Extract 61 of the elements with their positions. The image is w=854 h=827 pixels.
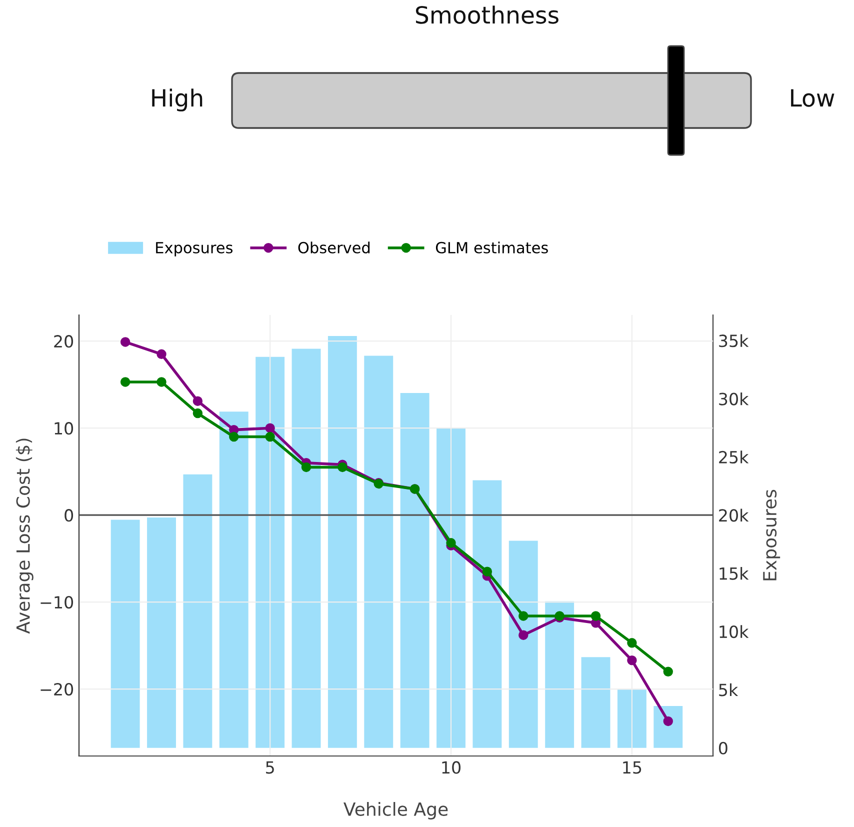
bar xyxy=(508,540,538,748)
y-tick-label: −10 xyxy=(40,596,74,609)
y-tick-label: 0 xyxy=(64,509,74,522)
x-tick-label: 15 xyxy=(623,761,642,774)
legend-label: GLM estimates xyxy=(436,242,548,254)
bar xyxy=(256,356,285,748)
point xyxy=(627,638,637,648)
bar xyxy=(110,520,140,748)
y2-tick-label: 25k xyxy=(719,450,749,464)
legend-label: Observed xyxy=(298,242,370,254)
point xyxy=(627,655,637,666)
bar xyxy=(472,480,502,748)
bar xyxy=(581,657,610,748)
bar xyxy=(183,474,212,748)
point xyxy=(518,630,528,640)
y2-tick-label: 15k xyxy=(720,566,749,580)
y2-tick-label: 0 xyxy=(718,742,728,754)
y2-tick-label: 10k xyxy=(720,625,749,638)
y2-axis-title: Exposures xyxy=(763,490,780,580)
bar xyxy=(328,336,357,748)
x-axis-title: Vehicle Age xyxy=(344,802,448,820)
bar xyxy=(436,428,466,748)
point xyxy=(229,432,239,442)
bar xyxy=(292,348,321,748)
point xyxy=(338,462,348,472)
bar xyxy=(147,517,176,748)
y-tick-label: 10 xyxy=(54,422,74,435)
bar xyxy=(654,706,683,748)
x-tick-label: 10 xyxy=(442,761,460,774)
point xyxy=(446,538,456,548)
bar xyxy=(617,690,646,748)
point xyxy=(192,396,203,406)
x-tick-label: 5 xyxy=(266,761,274,774)
point xyxy=(265,432,275,442)
y2-tick-label: 35k xyxy=(719,334,749,348)
y-tick-label: −20 xyxy=(40,682,74,696)
point xyxy=(301,462,312,472)
y2-tick-label: 30k xyxy=(719,392,749,406)
point xyxy=(482,566,492,576)
bar xyxy=(219,412,248,748)
point xyxy=(192,408,203,418)
y-axis-title: Average Loss Cost ($) xyxy=(16,438,34,634)
text: Low xyxy=(791,89,834,107)
point xyxy=(518,611,528,621)
text: High xyxy=(152,88,202,112)
point xyxy=(156,377,166,387)
point xyxy=(120,377,130,387)
y2-tick-label: 20k xyxy=(719,508,749,522)
point xyxy=(156,349,166,360)
y2-tick-label: 5k xyxy=(719,683,738,696)
point xyxy=(265,423,275,433)
legend-label: Exposures xyxy=(156,242,233,256)
point xyxy=(663,666,673,676)
text: Smoothness xyxy=(416,6,558,24)
point xyxy=(663,716,673,726)
bar xyxy=(364,356,394,748)
point xyxy=(590,611,601,621)
bar xyxy=(545,601,574,748)
point xyxy=(120,337,130,347)
y-tick-label: 20 xyxy=(54,335,74,348)
bar xyxy=(400,392,430,748)
